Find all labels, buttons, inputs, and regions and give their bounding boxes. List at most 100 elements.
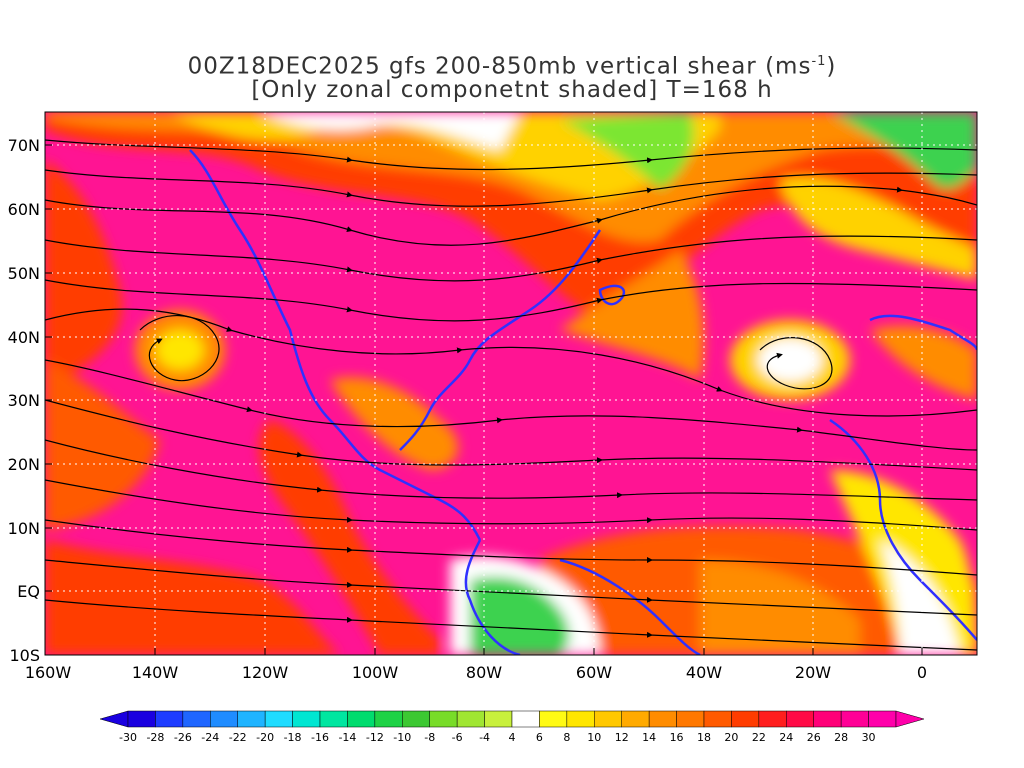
colorbar-swatch: [347, 710, 376, 728]
streamline: [45, 559, 977, 616]
streamline: [45, 479, 977, 531]
colorbar-swatch: [456, 710, 485, 728]
title-suffix: ): [826, 53, 837, 80]
colorbar-swatch: [292, 710, 321, 728]
colorbar-swatch: [840, 710, 869, 728]
colorbar-arrow-high: [895, 710, 925, 728]
lat-label: 40N: [8, 328, 40, 347]
title-text: 00Z18DEC2025 gfs 200-850mb vertical shea…: [187, 53, 812, 80]
colorbar-swatch: [731, 710, 760, 728]
colorbar-label: 12: [615, 731, 629, 744]
colorbar-label: 24: [779, 731, 793, 744]
colorbar-swatch: [182, 710, 211, 728]
colorbar: -30 -28 -26 -24 -22 -20 -18 -16 -14 -12 -10 -8 -6 -4 4…: [99, 710, 925, 744]
colorbar-label: -20: [256, 731, 274, 744]
colorbar-label: -26: [174, 731, 192, 744]
lat-label: EQ: [17, 582, 40, 601]
streamline: [45, 185, 977, 246]
lon-label: 0: [917, 663, 927, 682]
streamline: [45, 169, 977, 207]
lat-label: 50N: [8, 264, 40, 283]
streamline: [45, 279, 977, 322]
streamline-cyclone: [759, 337, 833, 390]
lon-label: 80W: [466, 663, 502, 682]
colorbar-label: -18: [284, 731, 302, 744]
colorbar-label: -10: [393, 731, 411, 744]
colorbar-swatch: [237, 710, 266, 728]
colorbar-swatch: [210, 710, 238, 728]
colorbar-swatch: [621, 710, 650, 728]
colorbar-label: 20: [724, 731, 738, 744]
lat-label: 60N: [8, 200, 40, 219]
colorbar-label: 16: [670, 731, 684, 744]
lon-label: 100W: [352, 663, 399, 682]
axis-ticks: [45, 144, 923, 655]
lon-label: 140W: [132, 663, 179, 682]
title-unit-exponent: -1: [811, 54, 827, 69]
colorbar-label: -16: [311, 731, 329, 744]
colorbar-swatch: [127, 710, 156, 728]
colorbar-label: -22: [229, 731, 247, 744]
africa-west-coast: [829, 418, 977, 641]
colorbar-label: 14: [642, 731, 656, 744]
map-frame: [44, 111, 978, 656]
lat-label: 70N: [8, 136, 40, 155]
lat-label: 30N: [8, 391, 40, 410]
colorbar-label: 6: [536, 731, 543, 744]
colorbar-label: 22: [752, 731, 766, 744]
streamline: [45, 359, 977, 451]
colorbar-label: -6: [452, 731, 463, 744]
colorbar-label: 4: [509, 731, 516, 744]
colorbar-label: -28: [146, 731, 164, 744]
colorbar-label: -4: [479, 731, 490, 744]
colorbar-swatch: [374, 710, 403, 728]
colorbar-swatch: [786, 710, 814, 728]
europe-coast: [869, 314, 977, 351]
lat-label: 10S: [9, 646, 40, 665]
longitude-labels: 160W 140W 120W 100W 80W 60W 40W 20W 0: [25, 663, 927, 682]
chart-title-line-1: 00Z18DEC2025 gfs 200-850mb vertical shea…: [0, 48, 1024, 81]
colorbar-swatch: [539, 710, 568, 728]
grid-lines: [45, 112, 977, 655]
colorbar-label: 18: [697, 731, 711, 744]
colorbar-swatch: [868, 710, 897, 728]
streamlines: [45, 139, 977, 651]
colorbar-arrow-low: [99, 710, 129, 728]
colorbar-label: 8: [563, 731, 570, 744]
colorbar-swatch: [511, 710, 540, 728]
colorbar-label: 30: [862, 731, 876, 744]
colorbar-label: -8: [424, 731, 435, 744]
colorbar-label: -30: [119, 731, 137, 744]
map-field: [45, 112, 977, 655]
lat-label: 20N: [8, 455, 40, 474]
lon-label: 60W: [576, 663, 612, 682]
colorbar-label: -14: [338, 731, 356, 744]
colorbar-swatch: [594, 710, 622, 728]
streamline: [45, 139, 977, 171]
latitude-labels: 70N 60N 50N 40N 30N 20N 10N EQ 10S: [8, 136, 40, 665]
colorbar-swatch: [648, 710, 677, 728]
colorbar-swatch: [319, 710, 348, 728]
streamline: [45, 519, 977, 576]
lon-label: 160W: [25, 663, 72, 682]
colorbar-swatch: [264, 710, 293, 728]
colorbar-label: -24: [201, 731, 219, 744]
lon-label: 20W: [795, 663, 831, 682]
streamline: [45, 599, 977, 651]
colorbar-swatch: [402, 710, 430, 728]
chart-title-line-2: [Only zonal componetnt shaded] T=168 h: [251, 77, 773, 103]
colorbar-swatch: [813, 710, 842, 728]
colorbar-swatch: [758, 710, 787, 728]
streamline-cyclone: [139, 315, 220, 382]
colorbar-label: -12: [366, 731, 384, 744]
south-america-east-coast: [559, 558, 701, 655]
lat-label: 10N: [8, 519, 40, 538]
colorbar-label: 28: [834, 731, 848, 744]
colorbar-swatch: [703, 710, 732, 728]
colorbar-swatch: [566, 710, 595, 728]
colorbar-swatch: [429, 710, 458, 728]
colorbar-swatch: [155, 710, 184, 728]
colorbar-swatch: [676, 710, 705, 728]
streamline: [45, 399, 977, 471]
